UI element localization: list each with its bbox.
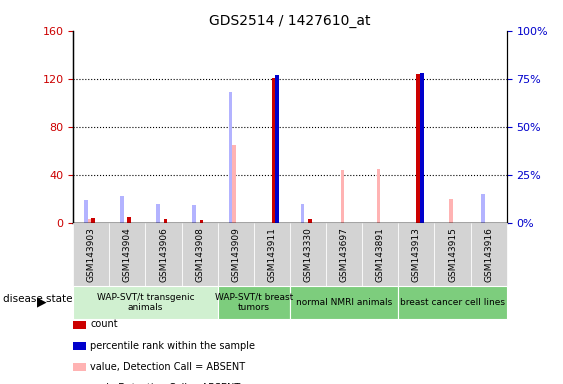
Bar — [193, 205, 196, 223]
Text: percentile rank within the sample: percentile rank within the sample — [90, 341, 255, 351]
Title: GDS2514 / 1427610_at: GDS2514 / 1427610_at — [209, 14, 370, 28]
Text: GSM143916: GSM143916 — [484, 227, 493, 282]
Text: breast cancer cell lines: breast cancer cell lines — [400, 298, 505, 307]
Bar — [163, 219, 167, 223]
Text: GSM143891: GSM143891 — [376, 227, 385, 282]
Bar — [88, 219, 91, 223]
Text: WAP-SVT/t breast
tumors: WAP-SVT/t breast tumors — [215, 293, 293, 312]
Text: GSM143906: GSM143906 — [159, 227, 168, 282]
Bar — [308, 219, 312, 223]
Bar — [157, 204, 160, 223]
Bar — [301, 204, 305, 223]
Bar — [481, 194, 485, 223]
Bar — [377, 169, 380, 223]
Bar — [341, 170, 344, 223]
Text: GSM143903: GSM143903 — [87, 227, 96, 282]
Bar — [200, 220, 203, 223]
Text: GSM143911: GSM143911 — [267, 227, 276, 282]
Text: GSM143904: GSM143904 — [123, 227, 132, 282]
Text: GSM143697: GSM143697 — [339, 227, 348, 282]
Text: ▶: ▶ — [37, 296, 47, 309]
Bar — [84, 200, 88, 223]
Bar — [417, 74, 420, 223]
Text: value, Detection Call = ABSENT: value, Detection Call = ABSENT — [90, 362, 245, 372]
Text: GSM143908: GSM143908 — [195, 227, 204, 282]
Bar — [127, 217, 131, 223]
Bar — [91, 218, 95, 223]
Text: GSM143915: GSM143915 — [448, 227, 457, 282]
Bar — [229, 92, 232, 223]
Bar — [449, 199, 453, 223]
Bar — [232, 145, 236, 223]
Text: disease state: disease state — [3, 293, 72, 304]
Text: WAP-SVT/t transgenic
animals: WAP-SVT/t transgenic animals — [97, 293, 194, 312]
Bar — [420, 73, 423, 223]
Text: rank, Detection Call = ABSENT: rank, Detection Call = ABSENT — [90, 383, 240, 384]
Text: count: count — [90, 319, 118, 329]
Text: normal NMRI animals: normal NMRI animals — [296, 298, 392, 307]
Bar — [272, 78, 275, 223]
Bar — [120, 196, 124, 223]
Bar — [275, 75, 279, 223]
Text: GSM143909: GSM143909 — [231, 227, 240, 282]
Text: GSM143330: GSM143330 — [303, 227, 312, 282]
Text: GSM143913: GSM143913 — [412, 227, 421, 282]
